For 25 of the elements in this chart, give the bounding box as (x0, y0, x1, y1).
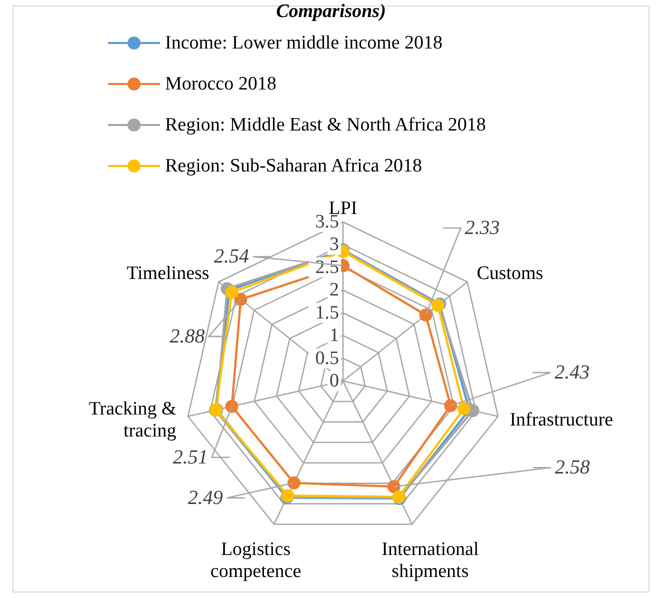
spoke-label: Tracking & tracing (88, 398, 177, 441)
data-label: 2.88 (170, 325, 205, 348)
data-label: 2.33 (464, 217, 500, 240)
y-tick-label: 2.5 (315, 256, 339, 278)
data-label: 2.43 (554, 362, 590, 384)
data-label: 2.58 (554, 456, 590, 479)
y-tick-label: 1.5 (315, 302, 339, 324)
y-tick-label: 0.5 (315, 348, 339, 369)
y-tick-label: 1 (330, 325, 339, 346)
data-label: 2.54 (214, 246, 249, 268)
spoke-label: Infrastructure (510, 408, 614, 430)
spoke-label: International shipments (382, 538, 479, 582)
spoke-label: Customs (476, 262, 544, 284)
legend-label: Region: Middle East & North Africa 2018 (165, 114, 486, 136)
y-tick-label: 0 (330, 370, 339, 392)
data-label: 2.51 (172, 446, 208, 468)
legend-label: Income: Lower middle income 2018 (165, 32, 443, 54)
spoke-label: Logistics competence (210, 538, 302, 582)
y-tick-label: 3 (330, 234, 339, 256)
chart-title: Comparisons) (276, 0, 386, 22)
legend-label: Morocco 2018 (165, 74, 276, 94)
spoke-label: Timeliness (126, 262, 210, 284)
y-tick-label: 2 (330, 280, 339, 301)
data-label: 2.49 (188, 486, 223, 509)
legend-label: Region: Sub-Saharan Africa 2018 (165, 156, 422, 176)
